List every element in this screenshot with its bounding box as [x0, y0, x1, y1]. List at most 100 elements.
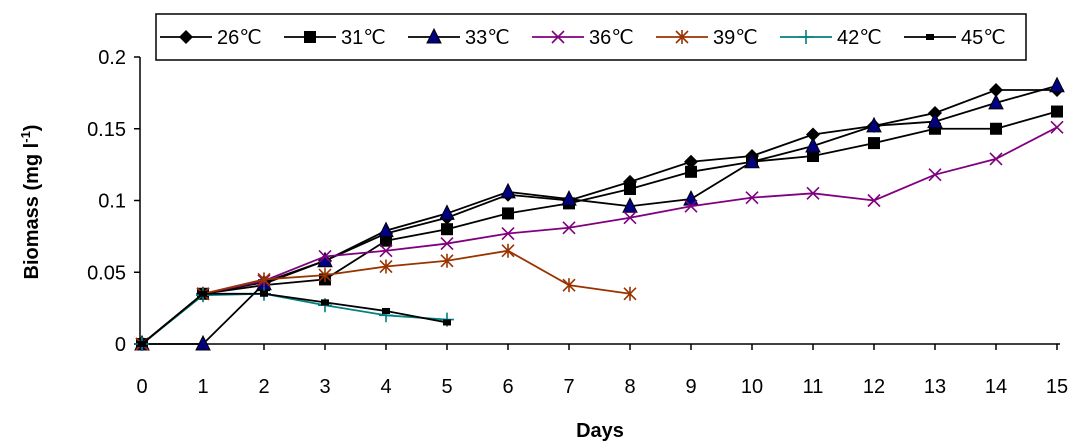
x-tick-label: 3 — [319, 376, 330, 398]
x-tick-label: 7 — [563, 376, 574, 398]
data-point — [685, 165, 697, 178]
data-point — [501, 243, 515, 258]
data-point — [1051, 105, 1063, 118]
data-point — [868, 137, 880, 150]
legend-marker — [304, 31, 316, 43]
data-point — [502, 207, 514, 220]
data-point — [683, 189, 699, 206]
data-point — [501, 226, 515, 241]
data-point — [805, 136, 821, 153]
data-point — [379, 244, 393, 258]
data-point — [195, 334, 211, 351]
data-point — [866, 116, 882, 133]
data-point — [623, 211, 637, 225]
series-7 — [138, 290, 451, 347]
x-tick-label: 8 — [624, 376, 635, 398]
data-point — [380, 234, 392, 247]
y-tick-label: 0.1 — [98, 191, 126, 213]
x-tick-label: 15 — [1046, 376, 1068, 398]
data-point — [321, 299, 329, 306]
data-point — [379, 259, 393, 274]
data-point — [260, 290, 268, 297]
data-point — [378, 221, 394, 238]
data-point — [562, 278, 576, 293]
x-tick-label: 13 — [924, 376, 946, 398]
data-point — [927, 112, 943, 129]
y-axis-title-sup: -1 — [18, 131, 33, 143]
series-line — [141, 292, 448, 345]
x-tick-label: 11 — [803, 376, 824, 398]
series-lines — [134, 76, 1065, 351]
y-axis-title-main: Biomass (mg l — [21, 143, 43, 280]
data-point — [562, 221, 576, 235]
series-3 — [134, 76, 1065, 351]
y-tick-label: 0 — [115, 334, 126, 356]
legend-label: 39℃ — [713, 27, 758, 49]
x-ticks: 0 1 2 3 4 5 6 7 8 9 10 11 12 13 14 15 — [136, 344, 1068, 398]
data-point — [867, 193, 881, 208]
data-point — [561, 189, 577, 206]
legend-label: 31℃ — [341, 27, 386, 49]
x-tick-label: 4 — [380, 376, 391, 398]
data-point — [318, 249, 332, 264]
data-point — [806, 127, 820, 142]
x-tick-label: 9 — [685, 376, 696, 398]
y-tick-label: 0.2 — [98, 47, 126, 69]
x-tick-label: 0 — [136, 376, 147, 398]
data-point — [684, 199, 698, 213]
legend-marker — [179, 30, 193, 44]
legend-marker — [799, 30, 813, 44]
series-line — [141, 292, 448, 345]
data-point — [745, 191, 759, 205]
data-point — [318, 268, 332, 283]
legend-item: 42℃ — [780, 27, 882, 49]
data-point — [622, 197, 638, 213]
legend-label: 45℃ — [961, 27, 1006, 49]
y-tick-label: 0.05 — [87, 262, 126, 284]
series-5 — [135, 243, 637, 351]
legend-item: 31℃ — [284, 27, 386, 49]
data-point — [684, 154, 698, 169]
data-point — [440, 236, 454, 251]
series-2 — [136, 105, 1063, 350]
legend: 26℃ 31℃ 33℃ 36℃ 39℃ 42℃ 45℃ — [155, 13, 1027, 61]
legend-marker — [926, 34, 934, 40]
legend-label: 26℃ — [217, 27, 262, 49]
data-point — [1049, 76, 1065, 93]
x-tick-label: 6 — [502, 376, 513, 398]
data-point — [439, 204, 455, 220]
data-point — [441, 223, 453, 236]
x-axis-title: Days — [576, 420, 624, 442]
data-point — [989, 152, 1003, 166]
series-line — [141, 110, 1058, 345]
data-point — [624, 183, 636, 196]
data-point — [199, 290, 207, 297]
legend-item: 45℃ — [904, 27, 1006, 49]
data-point — [443, 319, 451, 326]
legend-marker — [551, 30, 565, 44]
legend-item: 36℃ — [532, 27, 634, 49]
legend-label: 33℃ — [465, 27, 510, 49]
x-tick-label: 12 — [863, 376, 885, 398]
data-point — [806, 186, 820, 200]
data-point — [257, 272, 271, 287]
x-tick-label: 1 — [197, 376, 208, 398]
legend-marker — [426, 27, 442, 44]
data-point — [807, 150, 819, 163]
data-point — [623, 286, 637, 301]
series-4 — [135, 120, 1064, 351]
y-axis-title-close: ) — [21, 125, 43, 132]
series-line — [141, 89, 1057, 345]
data-point — [990, 122, 1002, 135]
legend-item: 39℃ — [656, 27, 758, 49]
y-axis-title: Biomass (mg l-1) — [18, 125, 43, 280]
y-ticks: 0 0.05 0.1 0.15 0.2 — [87, 47, 140, 356]
data-point — [382, 307, 390, 314]
data-point — [138, 341, 146, 347]
y-tick-label: 0.15 — [87, 119, 126, 141]
data-point — [1050, 120, 1064, 134]
data-point — [500, 182, 516, 199]
series-line — [141, 126, 1058, 345]
x-tick-label: 2 — [258, 376, 269, 398]
